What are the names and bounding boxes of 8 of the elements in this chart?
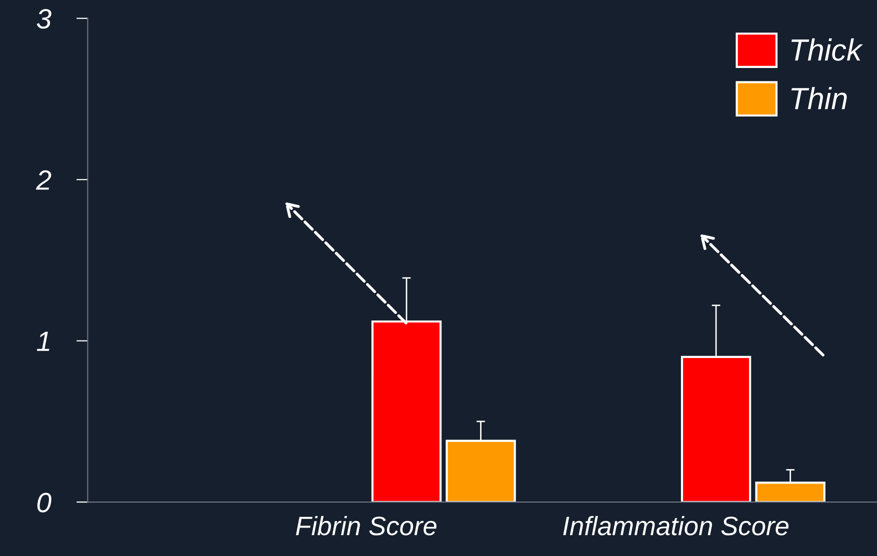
y-tick-label: 2 [36, 170, 52, 190]
x-tick-label: Inflammation Score [563, 516, 788, 536]
y-tick-label: 0 [37, 492, 52, 512]
x-tick-label: Fibrin Score [296, 516, 436, 536]
y-tick-label: 3 [36, 9, 52, 29]
y-tick-label: 1 [36, 332, 50, 351]
legend-label: Thin [791, 86, 847, 110]
legend-label: Thick [791, 38, 864, 61]
